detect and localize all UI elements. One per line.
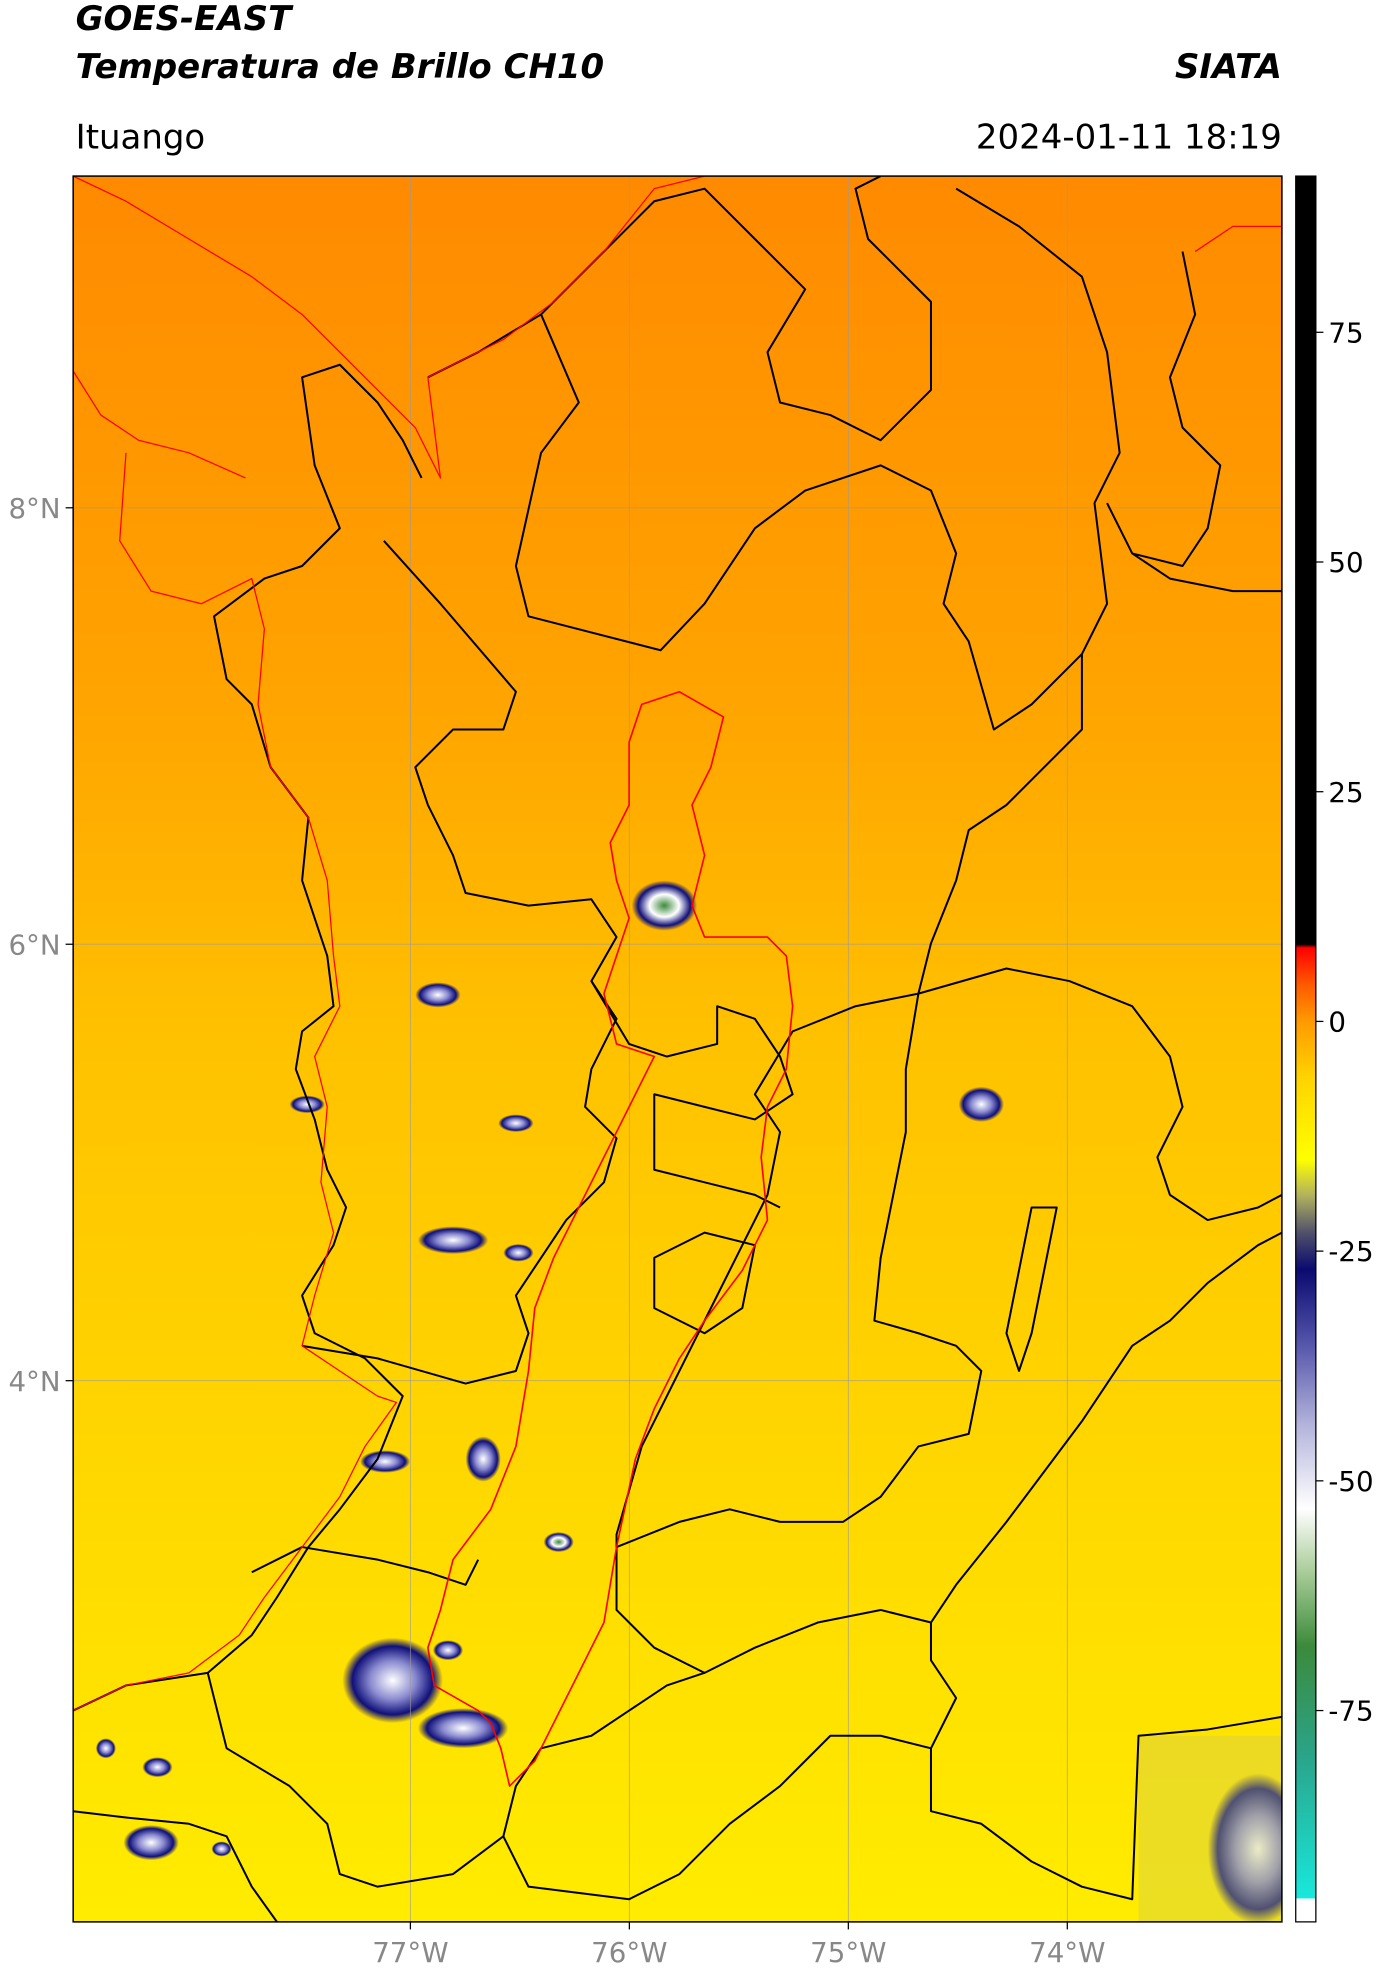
lat-tick-label: 8°N: [8, 492, 60, 525]
map-frame: [72, 175, 1283, 1923]
colorbar: 75 50 25 0 -25 -50 -75: [1295, 175, 1374, 1923]
lon-tick-label: 75°W: [810, 1936, 886, 1969]
lon-tick-label: 76°W: [591, 1936, 667, 1969]
map-background: [73, 176, 1282, 1922]
colorbar-tick-label: 0: [1328, 1005, 1346, 1038]
lat-tick-label: 4°N: [8, 1365, 60, 1398]
lat-tick-label: 6°N: [8, 928, 60, 961]
colorbar-tick-label: 75: [1328, 316, 1363, 349]
source-title: GOES-EAST: [76, 0, 294, 39]
borders: [73, 176, 1282, 1922]
colorbar-tick-label: 25: [1328, 776, 1363, 809]
coastline: [73, 176, 1282, 1712]
colorbar-tick-label: -50: [1328, 1465, 1373, 1498]
map-area: [73, 176, 1282, 1922]
map-axes: 8°N 6°N 4°N 77°W 76°W 75°W 74°W: [8, 492, 1105, 1969]
ituango-basin: [427, 690, 794, 1787]
lon-tick-label: 74°W: [1029, 1936, 1105, 1969]
colorbar-tick-label: -75: [1328, 1695, 1373, 1728]
cloud-cells: [95, 880, 1282, 1922]
product-title: Temperatura de Brillo CH10: [76, 47, 604, 87]
colorbar-tick-label: 50: [1328, 546, 1363, 579]
lon-tick-label: 77°W: [372, 1936, 448, 1969]
grid: [73, 176, 1282, 1922]
agency-title: SIATA: [1175, 47, 1282, 87]
colorbar-fill: [1295, 175, 1317, 1923]
colorbar-tick-label: -25: [1328, 1235, 1373, 1268]
timestamp: 2024-01-11 18:19: [976, 117, 1282, 157]
region: Ituango: [76, 117, 206, 157]
